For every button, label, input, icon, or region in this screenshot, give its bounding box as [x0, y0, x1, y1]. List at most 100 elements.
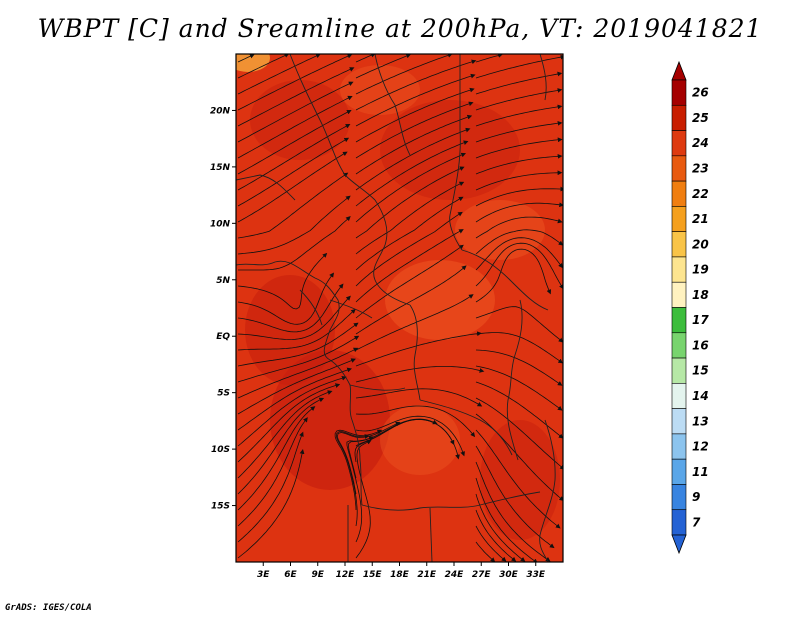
streamline [237, 54, 290, 79]
streamline [475, 248, 552, 303]
streamline [237, 151, 348, 223]
colorbar-label: 7 [692, 515, 701, 529]
streamline [348, 418, 438, 479]
map-title: WBPT [C] and Sreamline at 200hPa, VT: 20… [37, 14, 763, 43]
y-tick-label: 10S [211, 445, 230, 455]
streamline [355, 54, 453, 95]
streamline [475, 216, 563, 239]
streamline [237, 172, 349, 239]
streamline [237, 272, 335, 325]
streamline [355, 101, 474, 159]
colorbar-segment [671, 206, 687, 232]
colorbar-label: 22 [692, 187, 709, 201]
colorbar-segment [671, 509, 687, 536]
streamline [355, 87, 475, 143]
colorbar-segment [671, 408, 687, 435]
streamline [237, 283, 344, 333]
streamline [237, 67, 355, 127]
x-tick-label: 21E [417, 570, 437, 580]
grads-credit: GrADS: IGES/COLA [5, 603, 92, 613]
streamline [475, 509, 517, 562]
x-tick-label: 6E [284, 570, 297, 580]
colorbar-segment [671, 231, 687, 258]
streamline [475, 54, 503, 63]
streamline [355, 244, 464, 319]
streamline [475, 306, 563, 343]
y-tick-label: 10N [210, 219, 231, 229]
streamline [237, 383, 341, 463]
streamline [237, 358, 356, 415]
streamline [475, 445, 555, 549]
streamline [475, 242, 563, 290]
y-tick-label: EQ [216, 332, 230, 342]
colorbar-label: 24 [692, 136, 709, 150]
streamline [475, 104, 563, 127]
x-tick-label: 15E [363, 570, 383, 580]
colorbar-label: 17 [692, 313, 709, 327]
streamline [238, 216, 351, 271]
x-tick-label: 33E [526, 570, 546, 580]
y-tick-label: 5S [217, 389, 230, 399]
streamline [237, 322, 359, 367]
x-tick-label: 18E [390, 570, 410, 580]
colorbar-segment [671, 458, 687, 485]
colorbar-segment [671, 180, 687, 207]
streamline [237, 295, 351, 341]
streamline [237, 417, 308, 527]
streamline [475, 365, 563, 411]
streamline [475, 541, 496, 562]
colorbar-label: 23 [692, 161, 709, 175]
streamline [355, 388, 483, 407]
y-tick-label: 20N [210, 106, 231, 116]
colorbar-label: 20 [692, 237, 709, 251]
streamline [355, 140, 469, 207]
streamline [237, 397, 325, 495]
streamline [475, 153, 563, 175]
streamline [475, 332, 563, 364]
colorbar-top-arrow [671, 60, 687, 81]
colorbar-label: 11 [692, 465, 709, 479]
streamline [237, 195, 351, 255]
streamline [355, 73, 476, 127]
colorbar-label: 16 [692, 338, 709, 352]
streamline [475, 381, 563, 439]
streamline [355, 211, 463, 287]
streamline [237, 54, 353, 111]
colorbar-segment [671, 281, 687, 308]
streamline [237, 54, 255, 63]
streamline [475, 71, 563, 95]
colorbar-segment [671, 383, 687, 409]
streamline [336, 431, 370, 527]
streamline [237, 347, 359, 399]
y-tick-label: 15S [211, 502, 230, 512]
colorbar-label: 21 [692, 212, 709, 226]
map-panel [236, 54, 563, 562]
colorbar-segment [671, 484, 687, 511]
colorbar-label: 13 [692, 414, 709, 428]
streamline [355, 54, 376, 63]
streamline [355, 127, 471, 191]
streamline [475, 137, 563, 159]
streamline [355, 229, 464, 303]
streamline [355, 181, 465, 255]
colorbar-bottom-arrow [671, 534, 687, 555]
x-tick-label: 30E [499, 570, 519, 580]
streamline [346, 436, 374, 543]
y-axis: 20N 15N 10N 5N EQ 5S 10S 15S [210, 106, 236, 512]
streamline [237, 335, 360, 383]
colorbar-segment [671, 130, 687, 157]
streamline [475, 397, 563, 470]
streamline [475, 477, 538, 562]
x-tick-label: 9E [312, 570, 325, 580]
y-tick-label: 5N [216, 276, 230, 286]
streamline [475, 493, 526, 562]
x-tick-label: 24E [445, 570, 465, 580]
colorbar: 26 25 24 23 22 21 20 19 18 17 16 15 14 13 12 11 9 7 [671, 60, 709, 555]
colorbar-segment [671, 332, 687, 359]
colorbar-label: 12 [692, 440, 709, 454]
country-borders [236, 54, 556, 562]
streamline [475, 429, 561, 529]
colorbar-segment [671, 104, 687, 131]
colorbar-label: 9 [692, 490, 700, 504]
